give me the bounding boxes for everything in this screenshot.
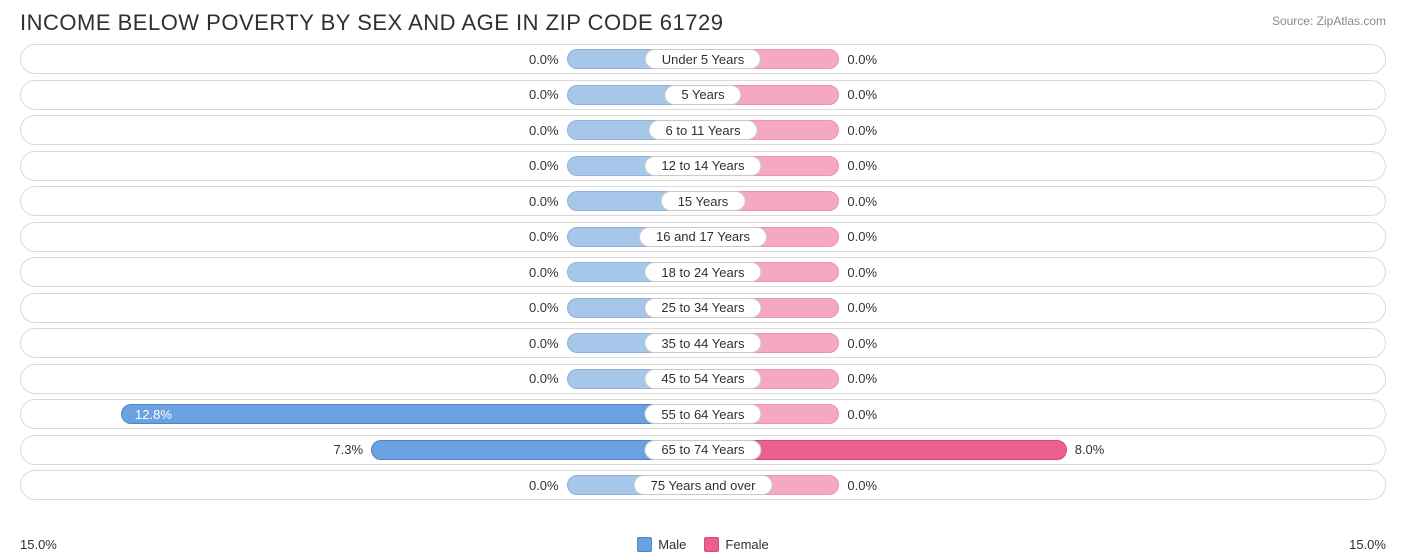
female-value-label: 0.0% (839, 294, 877, 322)
female-value-label: 0.0% (839, 152, 877, 180)
male-value-label: 0.0% (529, 365, 567, 393)
legend-female-label: Female (725, 537, 768, 552)
female-half: 0.0% (703, 258, 1385, 286)
male-value-label: 0.0% (529, 45, 567, 73)
axis-max-left: 15.0% (20, 537, 57, 552)
male-half: 0.0% (21, 471, 703, 499)
male-half: 0.0% (21, 116, 703, 144)
category-badge: 16 and 17 Years (639, 227, 767, 247)
chart-row: 0.0% 0.0% 18 to 24 Years (20, 257, 1386, 287)
male-half: 0.0% (21, 294, 703, 322)
female-half: 0.0% (703, 471, 1385, 499)
female-half: 0.0% (703, 329, 1385, 357)
legend: Male Female (637, 537, 769, 552)
source-attribution: Source: ZipAtlas.com (1272, 14, 1386, 28)
male-half: 0.0% (21, 223, 703, 251)
female-half: 0.0% (703, 400, 1385, 428)
category-badge: 15 Years (661, 191, 746, 211)
male-half: 0.0% (21, 152, 703, 180)
category-badge: 5 Years (664, 85, 741, 105)
category-badge: 12 to 14 Years (644, 156, 761, 176)
female-value-label: 0.0% (839, 471, 877, 499)
male-half: 0.0% (21, 45, 703, 73)
female-half: 0.0% (703, 116, 1385, 144)
male-value-label: 0.0% (529, 187, 567, 215)
male-value-label: 0.0% (529, 329, 567, 357)
male-value-label: 0.0% (529, 116, 567, 144)
category-badge: 35 to 44 Years (644, 333, 761, 353)
chart-row: 0.0% 0.0% 25 to 34 Years (20, 293, 1386, 323)
female-value-label: 0.0% (839, 45, 877, 73)
chart-row: 0.0% 0.0% 45 to 54 Years (20, 364, 1386, 394)
chart-row: 7.3% 8.0% 65 to 74 Years (20, 435, 1386, 465)
male-half: 0.0% (21, 258, 703, 286)
female-half: 0.0% (703, 187, 1385, 215)
legend-male: Male (637, 537, 686, 552)
female-half: 0.0% (703, 81, 1385, 109)
female-half: 0.0% (703, 45, 1385, 73)
female-value-label: 0.0% (839, 116, 877, 144)
chart-row: 0.0% 0.0% 16 and 17 Years (20, 222, 1386, 252)
female-half: 0.0% (703, 152, 1385, 180)
male-value-label: 0.0% (529, 81, 567, 109)
female-value-label: 0.0% (839, 223, 877, 251)
chart-row: 0.0% 0.0% 6 to 11 Years (20, 115, 1386, 145)
category-badge: Under 5 Years (645, 49, 761, 69)
male-value-label: 7.3% (333, 436, 371, 464)
category-badge: 75 Years and over (634, 475, 773, 495)
chart-row: 12.8% 0.0% 55 to 64 Years (20, 399, 1386, 429)
female-value-label: 0.0% (839, 187, 877, 215)
chart-row: 0.0% 0.0% 12 to 14 Years (20, 151, 1386, 181)
category-badge: 65 to 74 Years (644, 440, 761, 460)
female-half: 0.0% (703, 294, 1385, 322)
male-value-label: 0.0% (529, 294, 567, 322)
category-badge: 6 to 11 Years (649, 120, 758, 140)
legend-male-label: Male (658, 537, 686, 552)
chart-row: 0.0% 0.0% 35 to 44 Years (20, 328, 1386, 358)
male-half: 12.8% (21, 400, 703, 428)
chart-row: 0.0% 0.0% 15 Years (20, 186, 1386, 216)
female-value-label: 8.0% (1067, 436, 1105, 464)
female-value-label: 0.0% (839, 365, 877, 393)
axis-max-right: 15.0% (1349, 537, 1386, 552)
category-badge: 55 to 64 Years (644, 404, 761, 424)
chart-title: INCOME BELOW POVERTY BY SEX AND AGE IN Z… (20, 10, 723, 36)
male-half: 0.0% (21, 187, 703, 215)
female-half: 8.0% (703, 436, 1385, 464)
legend-female: Female (704, 537, 768, 552)
female-value-label: 0.0% (839, 258, 877, 286)
header: INCOME BELOW POVERTY BY SEX AND AGE IN Z… (0, 0, 1406, 44)
male-half: 0.0% (21, 365, 703, 393)
male-half: 0.0% (21, 329, 703, 357)
male-half: 7.3% (21, 436, 703, 464)
male-value-label: 0.0% (529, 152, 567, 180)
female-value-label: 0.0% (839, 329, 877, 357)
male-half: 0.0% (21, 81, 703, 109)
male-value-label: 0.0% (529, 223, 567, 251)
category-badge: 18 to 24 Years (644, 262, 761, 282)
female-value-label: 0.0% (839, 400, 877, 428)
female-half: 0.0% (703, 223, 1385, 251)
chart-container: INCOME BELOW POVERTY BY SEX AND AGE IN Z… (0, 0, 1406, 558)
male-value-label: 0.0% (529, 471, 567, 499)
category-badge: 25 to 34 Years (644, 298, 761, 318)
male-swatch-icon (637, 537, 652, 552)
category-badge: 45 to 54 Years (644, 369, 761, 389)
footer: 15.0% Male Female 15.0% (20, 537, 1386, 552)
male-value-label: 12.8% (121, 400, 703, 428)
female-half: 0.0% (703, 365, 1385, 393)
female-swatch-icon (704, 537, 719, 552)
female-value-label: 0.0% (839, 81, 877, 109)
chart-row: 0.0% 0.0% 5 Years (20, 80, 1386, 110)
chart-row: 0.0% 0.0% 75 Years and over (20, 470, 1386, 500)
chart-row: 0.0% 0.0% Under 5 Years (20, 44, 1386, 74)
chart-area: 0.0%0.0%Under 5 Years0.0%0.0%5 Years0.0%… (0, 44, 1406, 500)
male-value-label: 0.0% (529, 258, 567, 286)
